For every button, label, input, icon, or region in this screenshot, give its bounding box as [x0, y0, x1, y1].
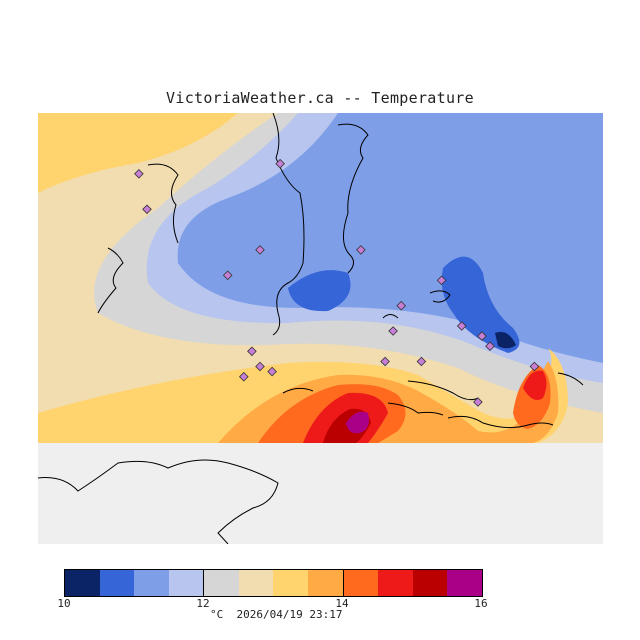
station-marker-icon[interactable]: [255, 245, 265, 255]
legend-tick-label: 14: [335, 597, 349, 610]
legend-tick-label: 16: [474, 597, 488, 610]
station-marker-icon[interactable]: [456, 321, 467, 331]
station-marker-icon[interactable]: [222, 270, 233, 281]
station-marker-icon[interactable]: [477, 331, 487, 341]
legend-swatch: [273, 570, 309, 596]
station-marker-icon[interactable]: [380, 356, 390, 367]
coastline-inlet: [429, 290, 451, 303]
legend-swatch: [134, 570, 169, 596]
field-band-above-15: [346, 411, 369, 434]
station-marker-icon[interactable]: [247, 346, 257, 357]
station-marker-icon[interactable]: [485, 341, 495, 352]
legend-swatch: [168, 570, 204, 596]
station-marker-icon[interactable]: [142, 204, 152, 215]
legend-tick-label: 12: [196, 597, 210, 610]
coastline-peninsula: [337, 123, 369, 274]
station-marker-icon[interactable]: [356, 245, 366, 255]
legend-tick-label: 10: [57, 597, 71, 610]
station-marker-icon[interactable]: [396, 300, 407, 311]
station-markers: [134, 158, 540, 407]
station-marker-icon[interactable]: [267, 366, 277, 377]
color-legend: [64, 569, 483, 597]
coastline-point: [557, 372, 584, 386]
field-band-14-14.5-east: [523, 370, 547, 401]
station-marker-icon[interactable]: [473, 397, 483, 407]
coastline-island-west: [97, 247, 124, 314]
map-title: VictoriaWeather.ca -- Temperature: [166, 89, 474, 107]
map-canvas: [38, 113, 603, 544]
legend-swatch: [65, 570, 100, 596]
station-marker-icon[interactable]: [255, 361, 265, 372]
field-band-12.5-13-north: [38, 113, 238, 193]
timestamp: 2026/04/19 23:17: [236, 608, 343, 621]
legend-swatch: [238, 570, 274, 596]
coastline-strait: [407, 380, 479, 401]
units-label: °C: [210, 608, 224, 621]
station-marker-icon[interactable]: [275, 158, 285, 169]
legend-swatch: [203, 570, 239, 596]
coastline: [38, 113, 584, 544]
field-band-below-10: [495, 331, 516, 349]
legend-swatch: [99, 570, 135, 596]
station-marker-icon[interactable]: [134, 168, 144, 179]
coastline-south-landmass: [38, 459, 279, 544]
station-marker-icon[interactable]: [388, 326, 398, 336]
coastline-rock: [382, 314, 399, 319]
temperature-map[interactable]: [38, 113, 603, 544]
station-marker-icon[interactable]: [416, 356, 427, 367]
coastline-small-island: [282, 387, 314, 394]
temperature-field: [38, 113, 603, 443]
legend-swatch: [378, 570, 413, 596]
legend-swatch: [412, 570, 448, 596]
footer: °C 2026/04/19 23:17: [210, 608, 342, 621]
field-band-10-10.5-east: [441, 256, 520, 353]
legend-swatch: [342, 570, 379, 596]
station-marker-icon[interactable]: [238, 371, 249, 382]
legend-swatch: [308, 570, 343, 596]
coastline-south-shore: [387, 402, 444, 416]
legend-swatch: [447, 570, 482, 596]
coastline-east-shore: [447, 415, 554, 429]
field-band-10.5-11: [177, 113, 603, 363]
coastline-northwest: [147, 163, 179, 244]
station-marker-icon[interactable]: [436, 275, 447, 286]
coastline-west-shore: [272, 113, 305, 336]
field-band-10-10.5-west: [288, 270, 351, 312]
station-marker-icon[interactable]: [529, 361, 540, 372]
